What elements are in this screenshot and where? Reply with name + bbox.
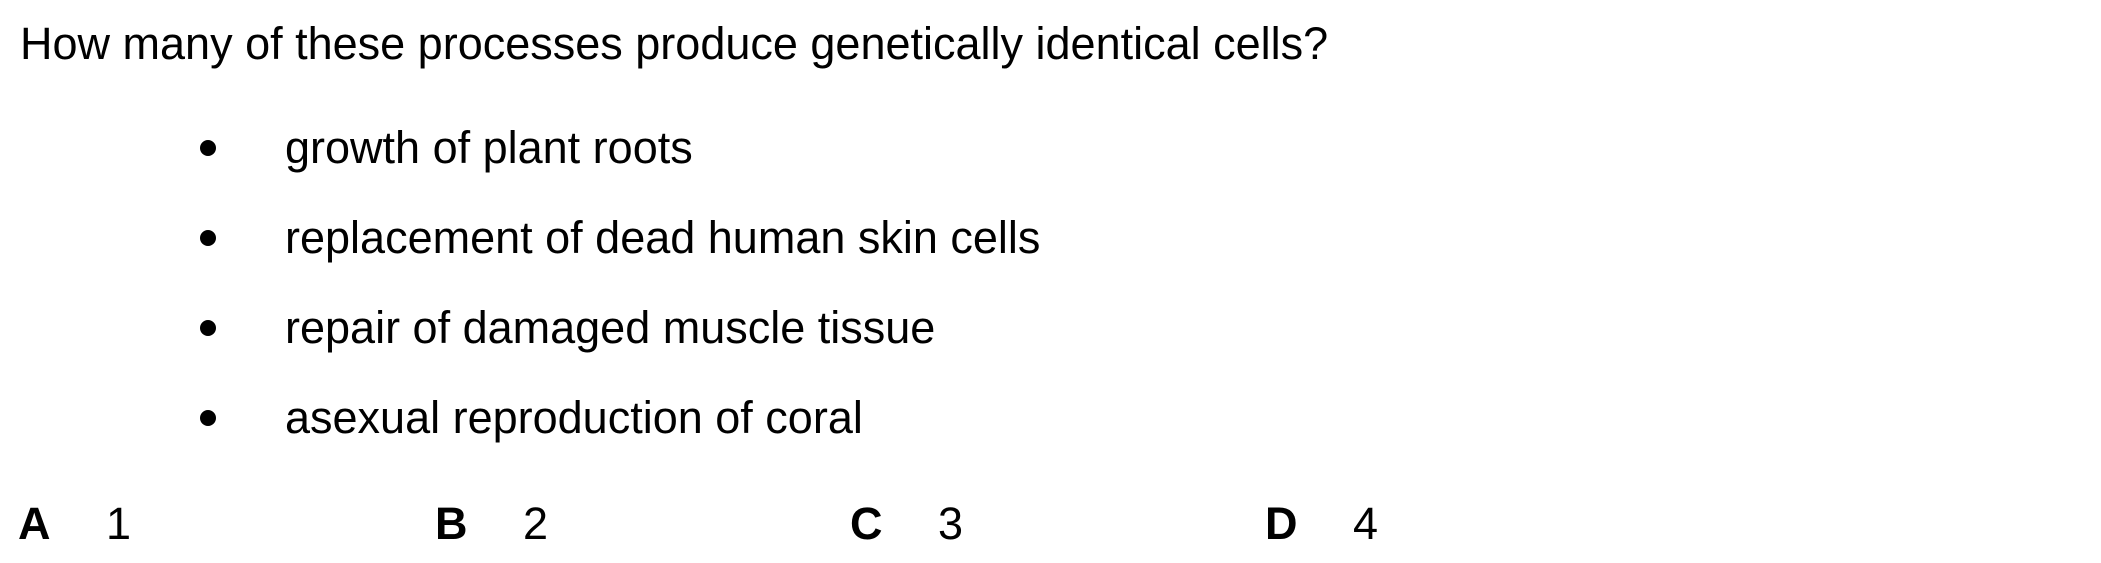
question-text: How many of these processes produce gene… [20, 18, 1329, 69]
option-letter: D [1265, 498, 1298, 549]
option-value: 4 [1353, 498, 1379, 549]
bullet-icon [200, 140, 216, 156]
option-letter: C [850, 498, 883, 549]
list-item-text: asexual reproduction of coral [285, 392, 863, 443]
list-item-text: growth of plant roots [285, 122, 693, 173]
option-value: 2 [523, 498, 549, 549]
list-item-text: repair of damaged muscle tissue [285, 302, 936, 353]
option-value: 1 [106, 498, 132, 549]
option-value: 3 [938, 498, 964, 549]
option-letter: A [18, 498, 51, 549]
option-letter: B [435, 498, 468, 549]
bullet-icon [200, 410, 216, 426]
bullet-icon [200, 230, 216, 246]
list-item-text: replacement of dead human skin cells [285, 212, 1041, 263]
bullet-icon [200, 320, 216, 336]
